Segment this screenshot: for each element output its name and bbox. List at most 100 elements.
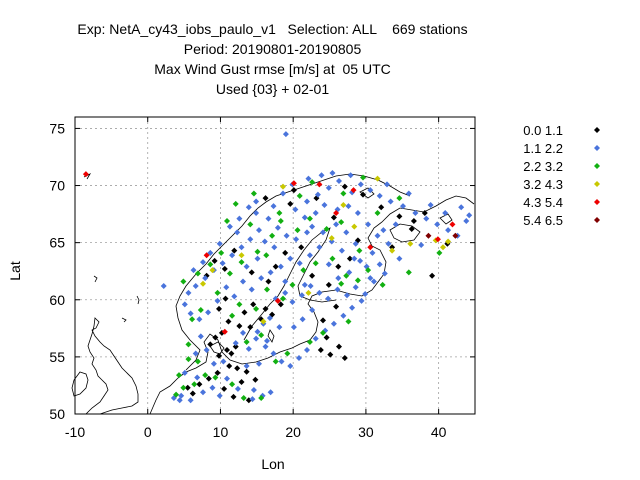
station-marker [190,267,197,274]
station-marker [389,244,396,251]
station-marker [463,217,470,224]
station-marker [309,272,316,279]
station-marker [277,263,284,270]
station-marker [253,209,260,216]
station-marker [360,191,366,198]
station-marker [252,376,259,383]
station-marker [276,324,283,331]
station-marker [325,295,332,302]
station-marker [349,304,356,311]
title-line-1: Exp: NetA_cy43_iobs_paulo_v1 Selection: … [77,21,468,37]
station-marker [333,209,340,216]
station-marker [178,392,185,399]
y-tick-label: 55 [49,349,65,365]
station-marker [276,209,283,216]
station-marker [247,221,254,228]
coastline-white-sea [389,223,421,243]
station-marker [203,347,210,354]
station-marker [442,209,449,216]
coastline-continent [149,195,475,415]
station-marker [231,247,238,254]
station-marker [345,318,352,325]
station-marker [381,270,388,277]
station-marker [263,252,270,259]
station-marker [214,289,221,296]
station-marker [408,225,415,232]
station-marker [374,209,381,216]
station-marker [267,269,274,276]
station-marker [407,240,414,247]
x-tick-label: 20 [285,424,301,440]
station-marker [236,301,243,308]
grid-lines [75,117,475,414]
legend-label: 4.3 5.4 [523,195,563,210]
station-marker [202,372,209,379]
station-marker [305,289,312,296]
station-marker [181,369,188,376]
station-marker [466,212,473,219]
station-marker [185,356,192,363]
station-marker [284,350,291,357]
station-marker [218,249,225,256]
station-marker [209,384,216,391]
station-marker [296,192,303,199]
station-marker [220,358,227,365]
x-tick-label: -10 [65,424,85,440]
station-marker [351,255,358,262]
station-marker [327,351,334,358]
station-marker [200,280,206,287]
station-marker [345,203,352,210]
station-marker [336,177,342,184]
station-marker [240,395,247,402]
station-marker [205,375,212,382]
station-marker [367,187,374,194]
title-line-2: Period: 20190801-20190805 [183,41,362,57]
station-marker [238,244,245,251]
station-marker [240,329,246,336]
station-marker [356,247,363,254]
station-marker [256,360,262,367]
station-marker [184,384,191,391]
legend-label: 2.2 3.2 [523,159,563,174]
station-marker [232,200,239,207]
station-marker [234,385,241,392]
station-marker [248,286,255,293]
station-marker [362,291,369,298]
station-marker [330,320,337,327]
station-marker [216,305,222,312]
station-marker [187,310,194,317]
station-marker [253,305,260,312]
station-marker [305,175,312,182]
station-marker [223,284,230,291]
station-marker [230,393,237,400]
station-marker [282,249,289,256]
station-marker [423,215,430,222]
station-marker [357,181,364,188]
station-marker [301,281,308,288]
station-marker [434,221,441,228]
station-marker [189,316,196,323]
legend-marker [594,199,600,205]
station-marker [378,204,385,211]
legend-label: 1.1 2.2 [523,141,563,156]
station-marker [296,260,303,267]
station-marker [352,240,359,247]
station-marker [264,337,270,344]
station-marker [224,375,230,382]
station-marker [452,232,459,239]
station-marker [243,363,250,370]
coastline-ireland [71,371,89,397]
station-marker [265,278,272,285]
y-tick-label: 50 [49,406,65,422]
station-marker [231,293,238,300]
station-marker [189,390,196,397]
station-marker [219,260,226,267]
station-marker [427,201,434,208]
station-marker [282,131,289,138]
station-marker [229,252,236,259]
station-marker [405,269,412,276]
legend-marker [594,181,600,187]
station-marker [210,360,217,367]
station-marker [374,232,381,239]
